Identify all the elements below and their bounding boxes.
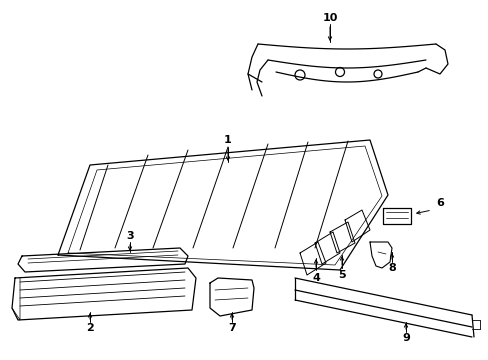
Text: 1: 1 xyxy=(224,135,231,145)
Text: 3: 3 xyxy=(126,231,134,241)
Text: 8: 8 xyxy=(387,263,395,273)
Text: 7: 7 xyxy=(228,323,235,333)
Text: 4: 4 xyxy=(311,273,319,283)
Text: 6: 6 xyxy=(435,198,443,208)
Text: 9: 9 xyxy=(401,333,409,343)
Text: 10: 10 xyxy=(322,13,337,23)
Text: 5: 5 xyxy=(338,270,345,280)
Text: 2: 2 xyxy=(86,323,94,333)
